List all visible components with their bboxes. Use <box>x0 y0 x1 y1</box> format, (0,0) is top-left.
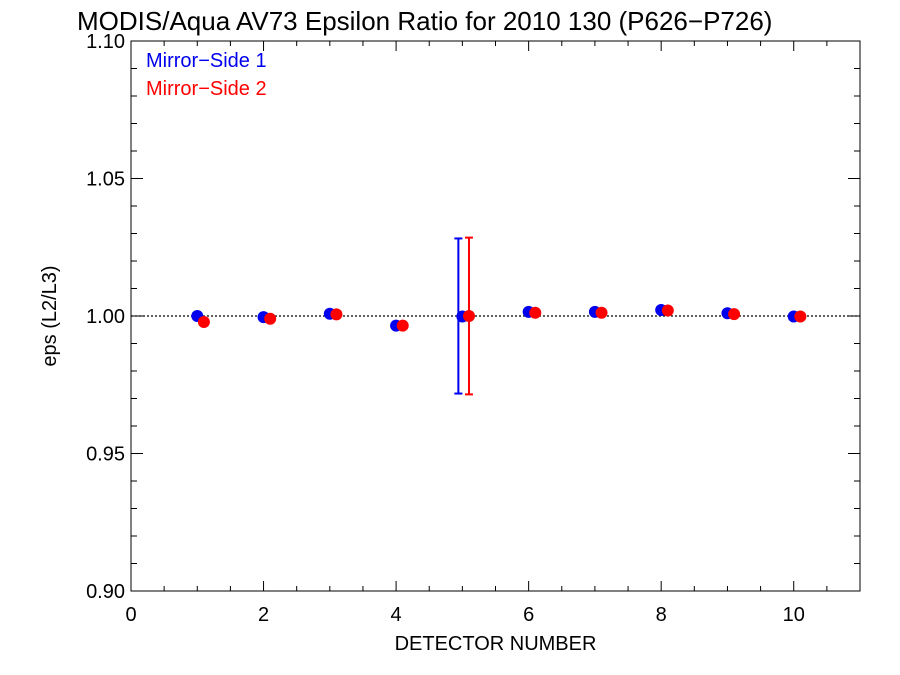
point-series-2 <box>794 310 807 323</box>
legend-series-2: Mirror−Side 2 <box>146 78 267 100</box>
chart-title: MODIS/Aqua AV73 Epsilon Ratio for 2010 1… <box>77 6 772 36</box>
y-tick-label: 1.10 <box>86 31 125 53</box>
point-series-2 <box>728 308 741 321</box>
point-series-2 <box>197 316 210 329</box>
x-tick-label: 2 <box>258 604 269 626</box>
point-series-2 <box>462 310 475 322</box>
point-series-2 <box>529 306 542 319</box>
x-tick-label: 6 <box>523 604 534 626</box>
x-tick-label: 4 <box>391 604 402 626</box>
legend-series-1: Mirror−Side 1 <box>146 50 267 72</box>
y-tick-label: 1.05 <box>86 169 125 191</box>
point-series-2 <box>595 306 608 319</box>
point-series-2 <box>661 304 674 317</box>
y-axis-label: eps (L2/L3) <box>39 265 61 366</box>
y-tick-label: 0.95 <box>86 444 125 466</box>
point-series-2 <box>264 312 277 325</box>
x-tick-label: 0 <box>125 604 136 626</box>
data-points <box>191 303 807 332</box>
y-tick-label: 0.90 <box>86 581 125 603</box>
x-tick-label: 8 <box>656 604 667 626</box>
axis-tick-labels: 0 2 4 6 8 10 0.90 0.95 1.00 1.05 1.10 <box>86 31 805 626</box>
point-series-2 <box>396 319 409 332</box>
y-tick-label: 1.00 <box>86 306 125 328</box>
x-axis-label: DETECTOR NUMBER <box>395 633 597 655</box>
axis-ticks <box>130 40 861 592</box>
point-series-2 <box>330 308 343 321</box>
x-tick-label: 10 <box>783 604 805 626</box>
